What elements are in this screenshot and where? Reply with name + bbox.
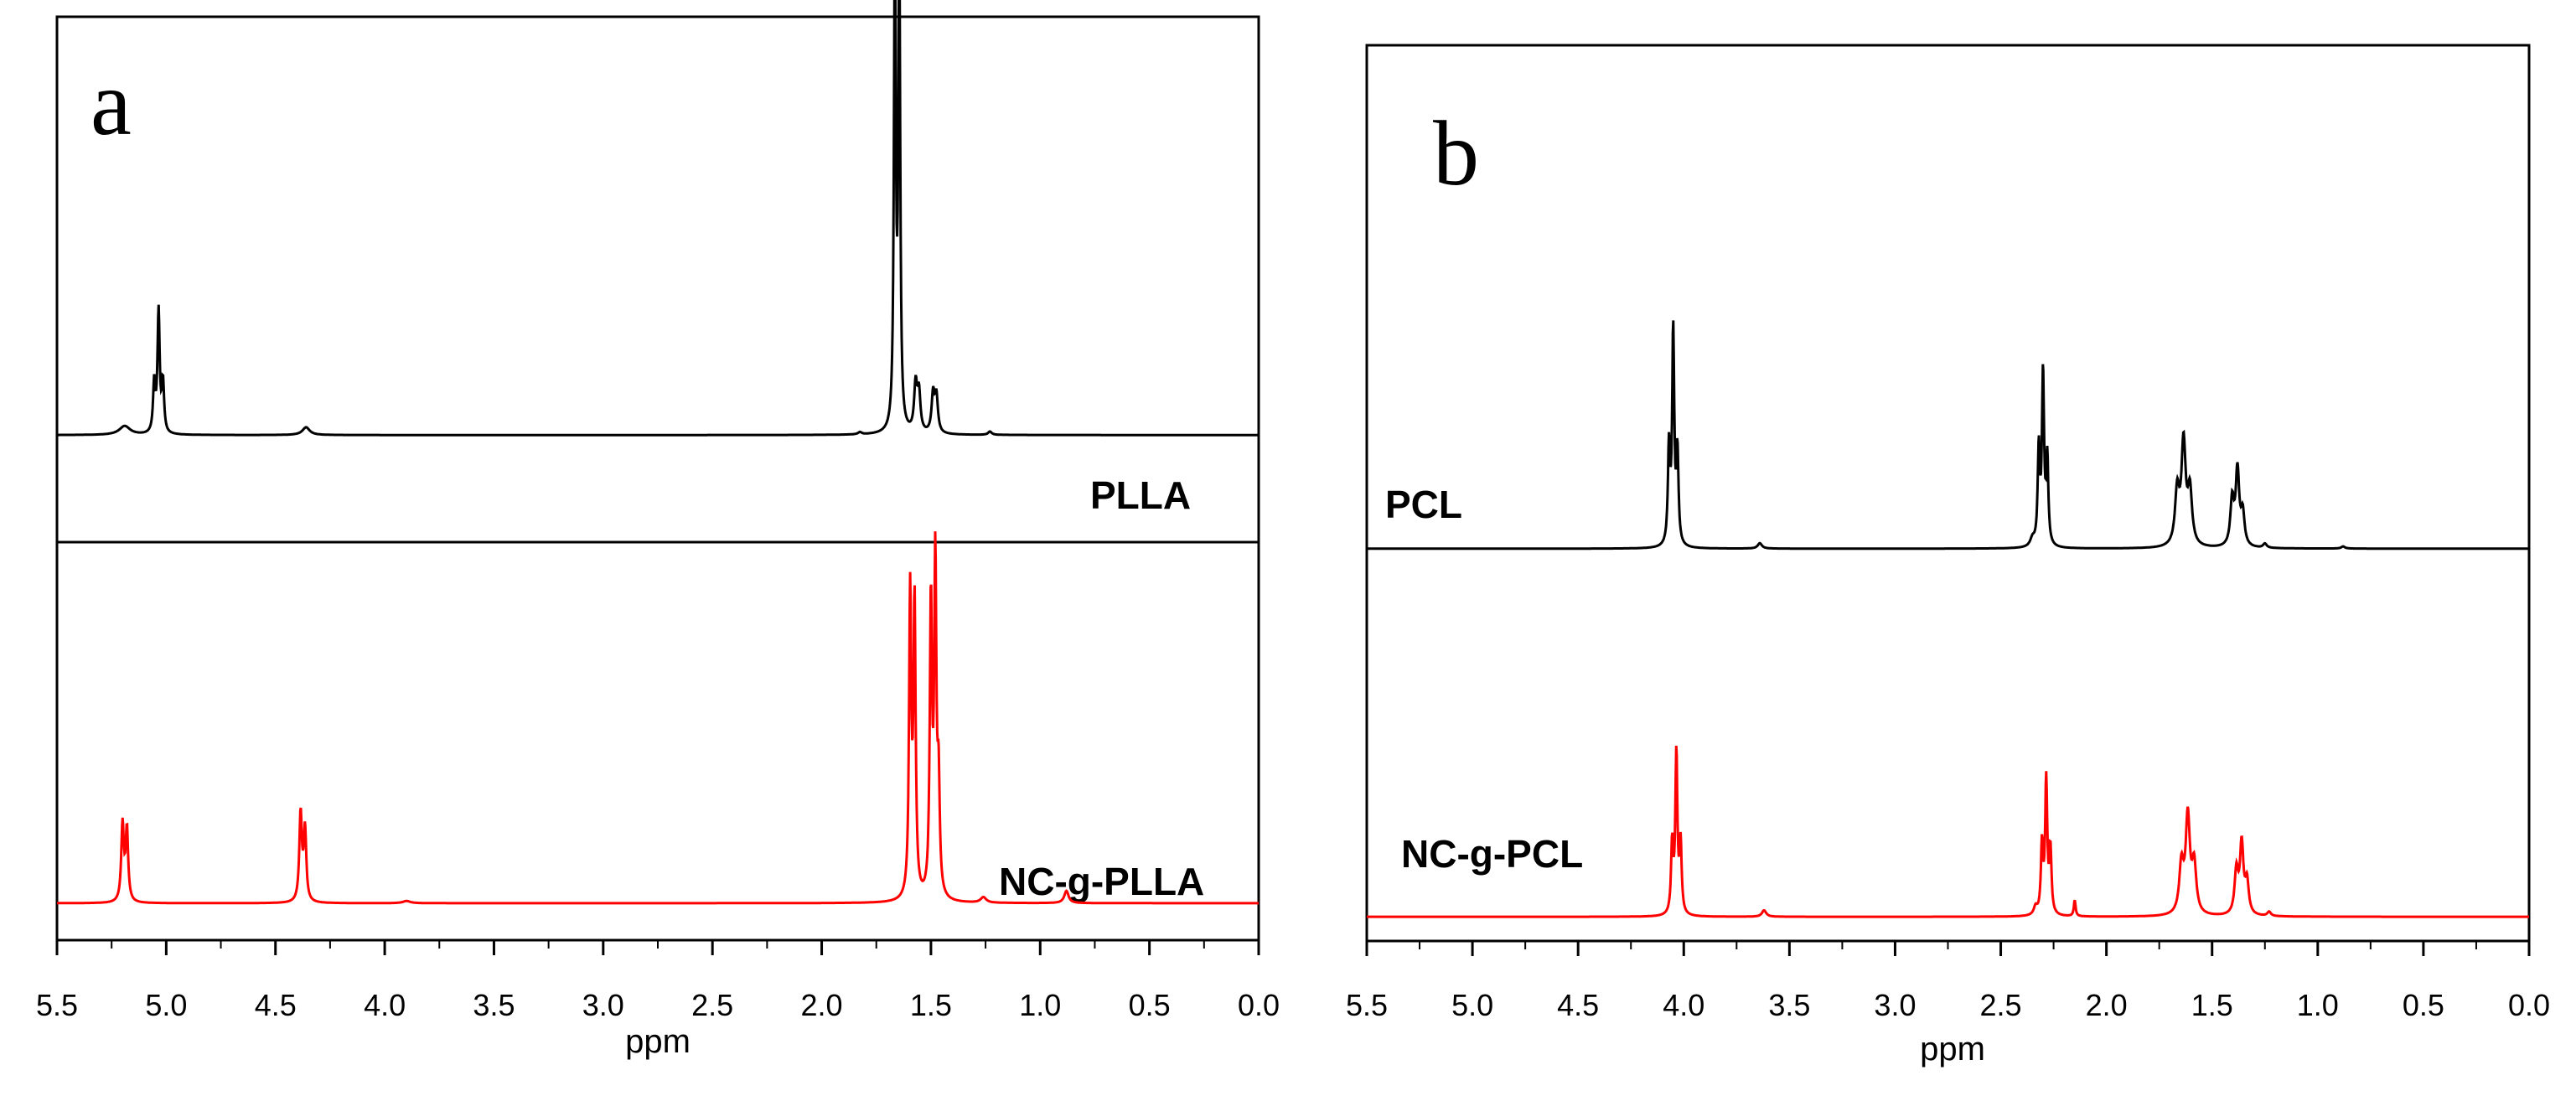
x-tick-label-b-2: 4.5 [1557, 988, 1599, 1022]
panel-a-label: a [91, 52, 132, 154]
series-label-plla: PLLA [1090, 473, 1191, 517]
x-tick-label-b-10: 0.5 [2403, 988, 2444, 1022]
x-tick-label-a-6: 2.5 [691, 988, 733, 1022]
x-tick-label-a-4: 3.5 [473, 988, 515, 1022]
series-label-nc-g-plla: NC-g-PLLA [999, 860, 1204, 903]
x-tick-label-b-11: 0.0 [2508, 988, 2550, 1022]
panel-a-x-axis: 5.5 5.0 4.5 4.0 3.5 3.0 2.5 2.0 1.5 1.0 0.5 0.0 [36, 940, 1280, 1022]
panel-a-frame [55, 15, 1260, 942]
panel-b-label: b [1433, 102, 1479, 204]
x-tick-label-b-3: 4.0 [1663, 988, 1704, 1022]
x-tick-label-a-7: 2.0 [801, 988, 843, 1022]
x-tick-label-b-4: 3.5 [1768, 988, 1810, 1022]
panel-b-x-axis-label: ppm [1920, 1031, 1985, 1068]
x-tick-label-a-5: 3.0 [582, 988, 624, 1022]
x-tick-label-a-1: 5.0 [145, 988, 187, 1022]
panel-a-traces [57, 0, 1259, 905]
x-tick-label-a-0: 5.5 [36, 988, 78, 1022]
x-tick-label-b-6: 2.5 [1980, 988, 2022, 1022]
series-label-pcl: PCL [1385, 483, 1462, 526]
x-tick-label-a-9: 1.0 [1019, 988, 1061, 1022]
x-tick-label-a-3: 4.0 [364, 988, 406, 1022]
x-tick-label-b-1: 5.0 [1451, 988, 1493, 1022]
panel-b-traces [1367, 320, 2530, 918]
x-tick-label-b-0: 5.5 [1346, 988, 1388, 1022]
x-tick-label-b-7: 2.0 [2086, 988, 2128, 1022]
x-tick-label-b-8: 1.5 [2191, 988, 2233, 1022]
panel-a: a PLLA NC-g-PLLA 5.5 5.0 4.5 4.0 3.5 3.0 2.5 2.… [36, 0, 1280, 1060]
series-label-nc-g-pcl: NC-g-PCL [1401, 832, 1583, 876]
trace-plla [57, 0, 1259, 437]
trace-pcl [1367, 320, 2530, 551]
x-tick-label-a-10: 0.5 [1129, 988, 1171, 1022]
x-tick-label-a-8: 1.5 [910, 988, 952, 1022]
trace-nc-g-pcl [1367, 745, 2529, 918]
x-tick-label-a-11: 0.0 [1238, 988, 1280, 1022]
x-tick-label-b-5: 3.0 [1874, 988, 1916, 1022]
panel-b-frame [1365, 44, 2531, 943]
x-tick-label-a-2: 4.5 [255, 988, 297, 1022]
panel-a-x-axis-label: ppm [625, 1023, 691, 1060]
x-tick-label-b-9: 1.0 [2297, 988, 2339, 1022]
trace-nc-g-plla [57, 531, 1259, 905]
panel-b-x-axis: 5.5 5.0 4.5 4.0 3.5 3.0 2.5 2.0 1.5 1.0 0.5 0.0 [1346, 941, 2550, 1022]
panel-b: b PCL NC-g-PCL 5.5 5.0 4.5 4.0 3.5 3.0 2.5 2.0 1… [1346, 44, 2550, 1068]
